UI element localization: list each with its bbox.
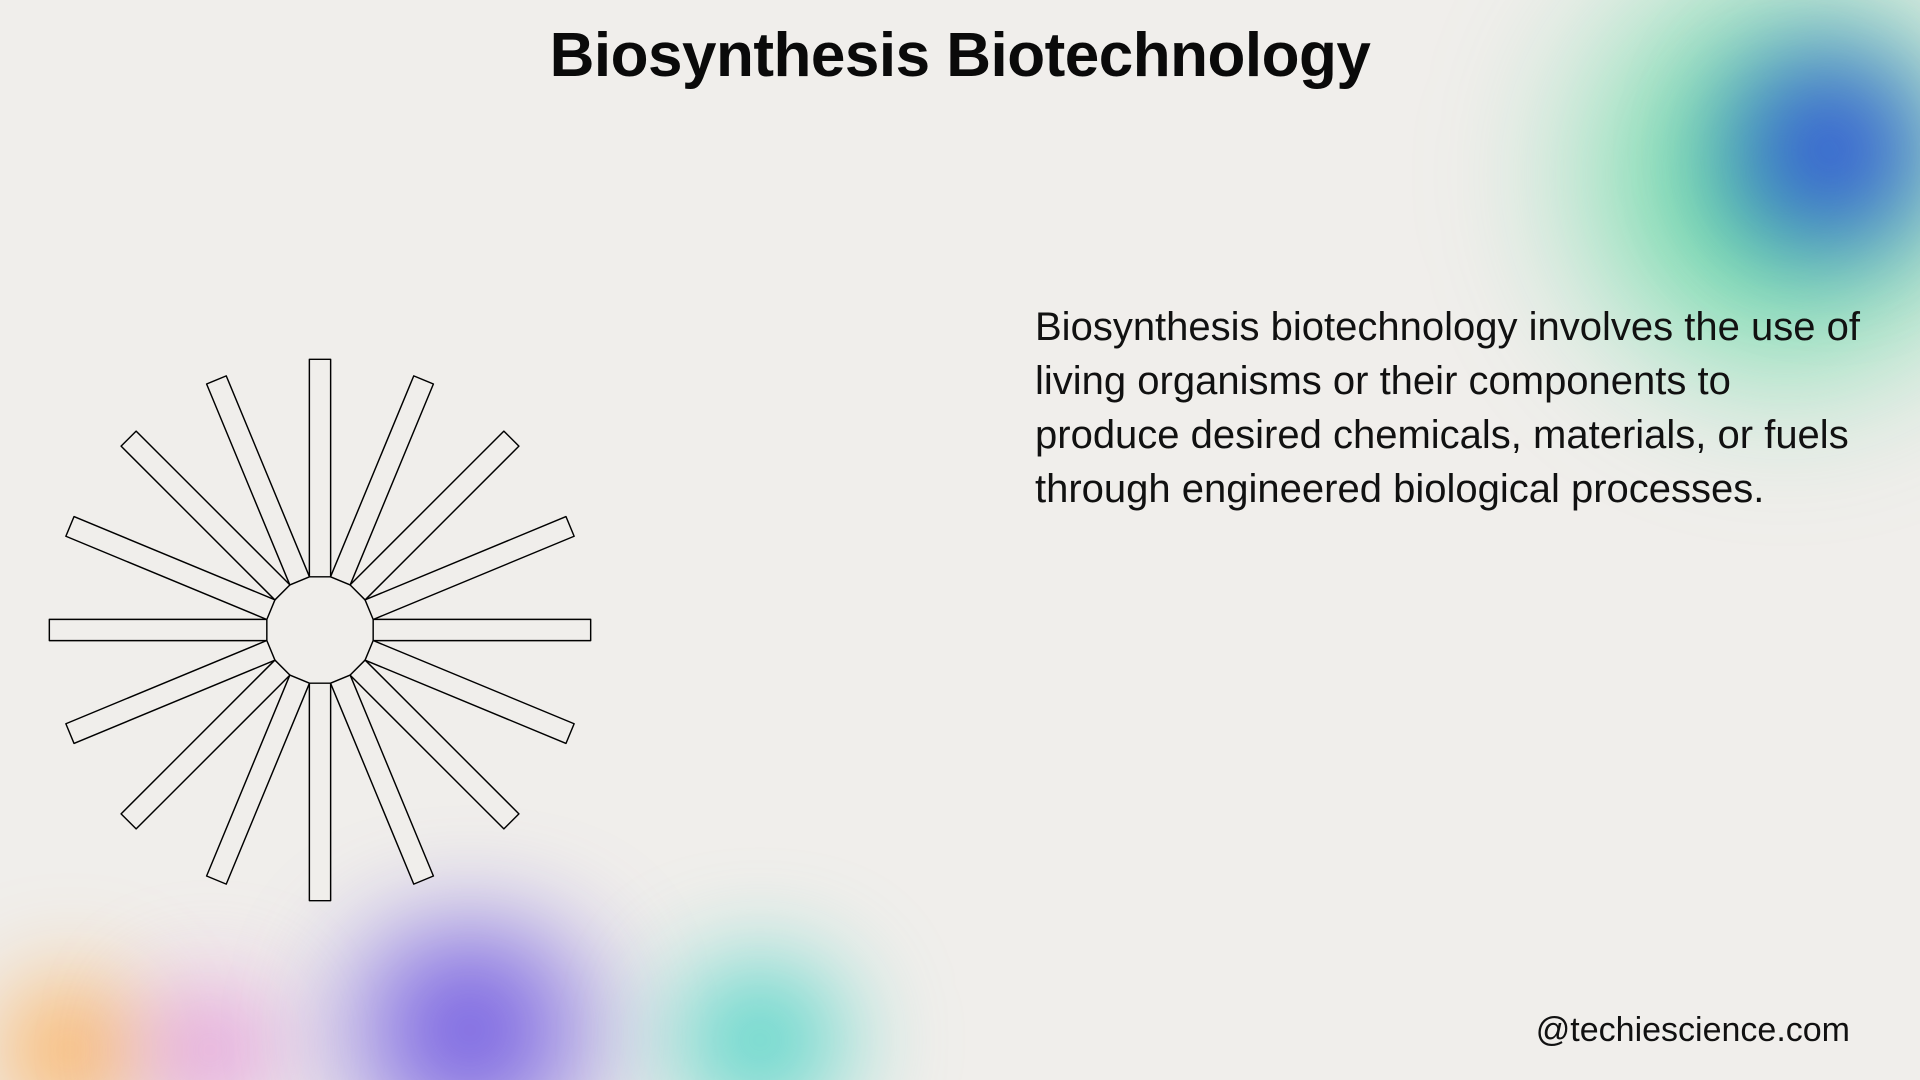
body-paragraph: Biosynthesis biotechnology involves the … xyxy=(1035,300,1875,516)
page-title: Biosynthesis Biotechnology xyxy=(0,20,1920,91)
starburst-icon xyxy=(30,340,610,920)
attribution-text: @techiescience.com xyxy=(1536,1011,1850,1050)
gradient-blob-bottom xyxy=(0,900,1060,1080)
